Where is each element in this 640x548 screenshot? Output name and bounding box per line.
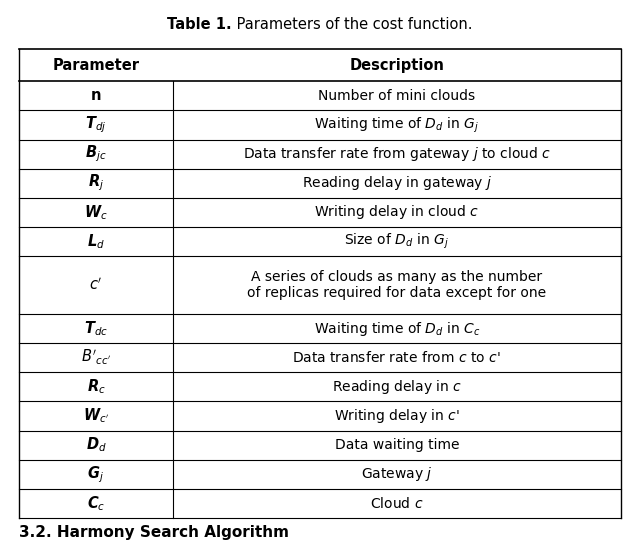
Text: Description: Description: [349, 58, 444, 73]
Text: Reading delay in gateway $j$: Reading delay in gateway $j$: [301, 174, 492, 192]
Text: Cloud $c$: Cloud $c$: [370, 496, 424, 511]
Text: $\boldsymbol{D}_{d}$: $\boldsymbol{D}_{d}$: [86, 436, 106, 454]
Text: $\mathbf{n}$: $\mathbf{n}$: [90, 88, 102, 104]
Text: Table 1.: Table 1.: [168, 17, 232, 32]
Text: $\boldsymbol{W}_{c'}$: $\boldsymbol{W}_{c'}$: [83, 407, 109, 425]
Text: $\boldsymbol{R}_{j}$: $\boldsymbol{R}_{j}$: [88, 173, 104, 193]
Text: Data transfer rate from $c$ to $c$': Data transfer rate from $c$ to $c$': [292, 350, 501, 366]
Text: of replicas required for data except for one: of replicas required for data except for…: [247, 286, 547, 300]
Text: Waiting time of $D_d$ in $G_j$: Waiting time of $D_d$ in $G_j$: [314, 115, 479, 135]
Text: Size of $D_d$ in $G_j$: Size of $D_d$ in $G_j$: [344, 232, 449, 251]
Text: A series of clouds as many as the number: A series of clouds as many as the number: [252, 270, 542, 284]
Text: $\boldsymbol{W}_{c}$: $\boldsymbol{W}_{c}$: [84, 203, 108, 221]
Text: $\boldsymbol{B'}_{cc'}$: $\boldsymbol{B'}_{cc'}$: [81, 348, 111, 368]
Text: $\boldsymbol{T}_{dc}$: $\boldsymbol{T}_{dc}$: [84, 319, 108, 338]
Text: $\boldsymbol{c'}$: $\boldsymbol{c'}$: [89, 277, 103, 293]
Text: $\boldsymbol{B}_{jc}$: $\boldsymbol{B}_{jc}$: [85, 144, 107, 164]
Text: Parameter: Parameter: [52, 58, 140, 73]
Text: Parameters of the cost function.: Parameters of the cost function.: [232, 17, 472, 32]
Text: Data waiting time: Data waiting time: [335, 438, 459, 452]
Text: $\boldsymbol{G}_{j}$: $\boldsymbol{G}_{j}$: [88, 464, 104, 484]
Text: Reading delay in $c$: Reading delay in $c$: [332, 378, 462, 396]
Text: 3.2. Harmony Search Algorithm: 3.2. Harmony Search Algorithm: [19, 525, 289, 540]
Text: Writing delay in $c$': Writing delay in $c$': [333, 407, 460, 425]
Text: Gateway $j$: Gateway $j$: [361, 465, 433, 483]
Text: $\boldsymbol{L}_{d}$: $\boldsymbol{L}_{d}$: [87, 232, 105, 251]
Text: Data transfer rate from gateway $j$ to cloud $c$: Data transfer rate from gateway $j$ to c…: [243, 145, 551, 163]
Text: $\boldsymbol{C}_{c}$: $\boldsymbol{C}_{c}$: [87, 494, 105, 513]
Text: Waiting time of $D_d$ in $C_c$: Waiting time of $D_d$ in $C_c$: [314, 319, 480, 338]
Text: Writing delay in cloud $c$: Writing delay in cloud $c$: [314, 203, 479, 221]
Text: $\boldsymbol{T}_{dj}$: $\boldsymbol{T}_{dj}$: [85, 115, 107, 135]
Text: Number of mini clouds: Number of mini clouds: [318, 89, 476, 103]
Text: $\boldsymbol{R}_{c}$: $\boldsymbol{R}_{c}$: [86, 378, 106, 396]
